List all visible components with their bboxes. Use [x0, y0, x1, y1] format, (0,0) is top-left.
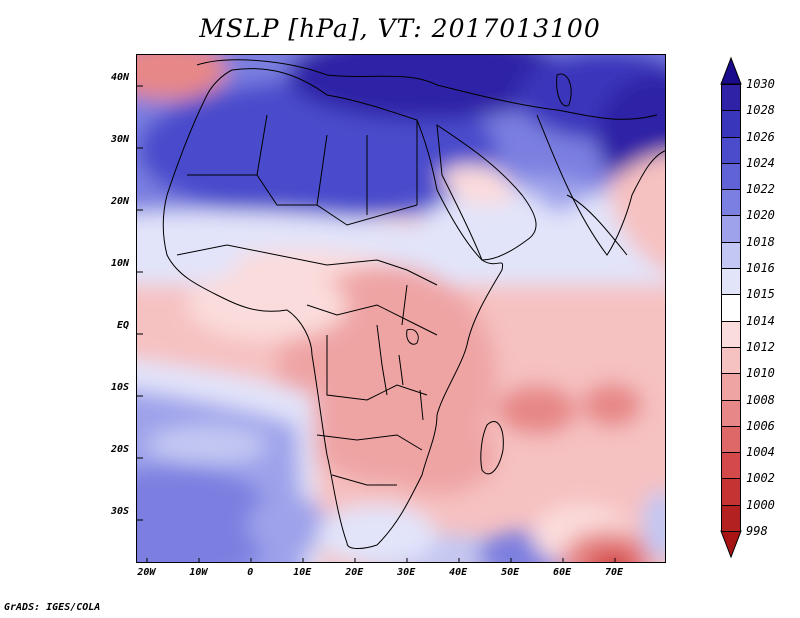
colorbar-swatch: [721, 215, 741, 243]
lon-tick-label: 10E: [293, 567, 312, 578]
colorbar-label: 1020: [746, 208, 775, 223]
colorbar-label: 1030: [746, 77, 775, 91]
colorbar-label: 1018: [746, 234, 775, 249]
lon-tick-label: 50E: [501, 567, 520, 578]
lat-tick-label: 40N: [110, 71, 129, 83]
colorbar-label: 1024: [746, 155, 775, 170]
lon-tick-label: 10W: [189, 567, 208, 578]
colorbar-swatch: [721, 452, 741, 480]
colorbar-label: 1004: [746, 445, 775, 460]
map-tick-marks: [137, 85, 616, 562]
lon-tick-label: 30E: [397, 567, 416, 578]
colorbar-label: 1006: [746, 418, 775, 433]
lon-tick-label: 70E: [605, 567, 624, 578]
colorbar-swatch: [721, 504, 741, 532]
colorbar-swatch: [721, 373, 741, 401]
colorbar-label: 1022: [746, 182, 775, 197]
colorbar-swatch: [721, 399, 741, 427]
colorbar-label: 1026: [746, 129, 775, 144]
colorbar-label: 1010: [746, 366, 775, 381]
colorbar-label: 1012: [746, 339, 775, 354]
colorbar-swatch: [721, 241, 741, 270]
lon-tick-label: 20W: [137, 567, 156, 578]
lat-tick-label: 10S: [110, 382, 129, 394]
colorbar-label: 1014: [746, 313, 775, 328]
colorbar-swatch: [721, 478, 741, 506]
colorbar-swatch: [721, 346, 741, 375]
colorbar-label: 1008: [746, 392, 775, 407]
colorbar-bottom-arrow: [720, 530, 742, 559]
map-title: MSLP [hPa], VT: 2017013100: [199, 14, 601, 43]
colorbar-swatch: [721, 136, 741, 164]
colorbar-label: 1015: [746, 287, 775, 302]
grads-credit: GrADS: IGES/COLA: [4, 602, 101, 613]
lat-tick-label: EQ: [116, 320, 129, 332]
pressure-map: [136, 54, 666, 563]
colorbar-swatch: [721, 110, 741, 138]
colorbar-top-arrow: [720, 56, 742, 85]
lon-tick-label: 20E: [345, 567, 364, 578]
colorbar-swatch: [721, 189, 741, 217]
colorbar-swatch: [721, 425, 741, 454]
colorbar-label: 1028: [746, 103, 775, 118]
lat-tick-label: 30S: [110, 506, 129, 518]
colorbar-label: 1016: [746, 261, 775, 276]
pressure-field: [137, 55, 665, 562]
lon-tick-label: 40E: [449, 567, 468, 578]
colorbar-label: 998: [746, 524, 768, 538]
lon-tick-label: 0: [247, 567, 254, 578]
lat-tick-label: 20S: [110, 444, 129, 456]
colorbar-swatch: [721, 162, 741, 191]
colorbar-swatch: [721, 320, 741, 348]
colorbar-swatch: [721, 268, 741, 296]
lat-tick-label: 30N: [110, 133, 129, 145]
colorbar-label: 1000: [746, 497, 775, 512]
coastlines: [162, 59, 665, 549]
lon-tick-label: 60E: [553, 567, 572, 578]
colorbar-swatch: [721, 84, 741, 112]
colorbar-swatch: [721, 294, 741, 322]
colorbar-label: 1002: [746, 471, 775, 486]
lat-tick-label: 20N: [110, 195, 129, 207]
lat-tick-label: 10N: [110, 258, 129, 270]
